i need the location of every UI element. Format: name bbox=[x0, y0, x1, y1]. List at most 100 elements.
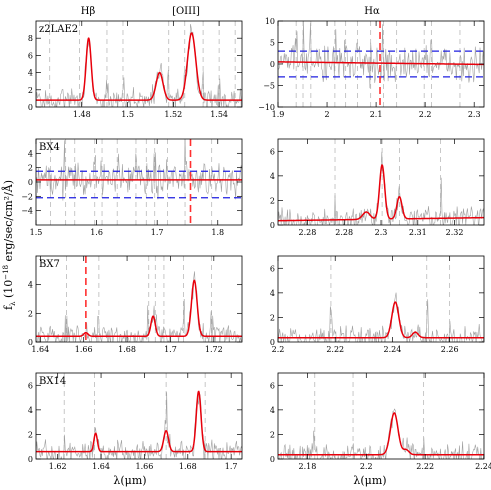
y-tick-label: 10 bbox=[265, 17, 275, 26]
x-tick-label: 1.48 bbox=[73, 110, 91, 119]
model-fit-curve bbox=[36, 32, 242, 101]
x-tick-label: 2.3 bbox=[375, 228, 388, 237]
x-tick-label: 2 bbox=[325, 110, 330, 119]
y-tick-label: 4 bbox=[270, 406, 275, 415]
y-tick-label: 6 bbox=[270, 147, 275, 156]
xlabel-right: λ(μm) bbox=[353, 474, 386, 487]
y-tick-label: 0 bbox=[270, 338, 275, 347]
observed-spectrum bbox=[278, 21, 484, 89]
x-tick-label: 2.24 bbox=[384, 345, 402, 354]
x-tick-label: 1.7 bbox=[164, 345, 177, 354]
x-tick-label: 2.18 bbox=[299, 462, 317, 471]
y-tick-label: 2 bbox=[270, 196, 275, 205]
x-tick-label: 1.72 bbox=[205, 345, 223, 354]
y-tick-label: 0 bbox=[270, 60, 275, 69]
panel-row2-left: 1.5 1.6 1.7 1.8 −4 −2 0 2 4 BX4 bbox=[21, 138, 243, 237]
panel-frame bbox=[277, 138, 485, 226]
xlabel-left: λ(μm) bbox=[113, 474, 146, 487]
panel-frame bbox=[35, 372, 243, 460]
object-name-label: BX14 bbox=[39, 376, 66, 387]
x-tick-label: 2.24 bbox=[475, 462, 491, 471]
x-tick-label: 2.28 bbox=[335, 228, 353, 237]
x-tick-label: 1.9 bbox=[272, 110, 285, 119]
x-tick-label: 1.6 bbox=[90, 228, 103, 237]
plot-area bbox=[36, 373, 242, 459]
y-tick-label: 5 bbox=[270, 39, 275, 48]
y-tick-label: 6 bbox=[270, 264, 275, 273]
top-labels: Hβ [OIII] Hα bbox=[81, 6, 380, 17]
y-axis-label: fλ (10−18 erg/sec/cm²/Å) bbox=[1, 180, 17, 310]
x-tick-label: 1.64 bbox=[92, 462, 110, 471]
panel-row1-left: 1.48 1.5 1.52 1.54 0 2 4 6 8 z2LAE2 bbox=[28, 20, 243, 119]
y-tick-label: 4 bbox=[270, 289, 275, 298]
x-tick-label: 2.32 bbox=[446, 228, 464, 237]
panel-row4-right: 2.18 2.2 2.22 2.24 0 2 4 6 bbox=[270, 372, 491, 471]
panel-frame bbox=[277, 372, 485, 460]
hbeta-label: Hβ bbox=[81, 6, 96, 17]
y-tick-label: 4 bbox=[270, 172, 275, 181]
x-tick-label: 2.2 bbox=[419, 110, 432, 119]
x-tick-label: 2.26 bbox=[441, 345, 459, 354]
x-tick-label: 1.8 bbox=[211, 228, 224, 237]
x-tick-label: 2.31 bbox=[409, 228, 427, 237]
x-tick-label: 1.54 bbox=[210, 110, 228, 119]
y-tick-label: 4 bbox=[28, 69, 33, 78]
halpha-label: Hα bbox=[364, 6, 380, 17]
x-tick-label: 1.7 bbox=[225, 462, 238, 471]
panel-row3-right: 2.2 2.22 2.24 2.26 0 2 4 6 bbox=[270, 255, 485, 354]
y-tick-label: 0 bbox=[270, 221, 275, 230]
y-tick-label: 0 bbox=[28, 103, 33, 112]
object-name-label: BX4 bbox=[39, 142, 60, 153]
y-tick-label: 2 bbox=[28, 86, 33, 95]
ylabel-sup: −18 bbox=[2, 265, 10, 280]
observed-spectrum bbox=[278, 292, 484, 342]
y-tick-label: 2 bbox=[28, 309, 33, 318]
panel-frame bbox=[35, 255, 243, 343]
y-tick-label: 2 bbox=[28, 164, 33, 173]
x-tick-label: 2.1 bbox=[370, 110, 383, 119]
y-tick-label: 0 bbox=[28, 455, 33, 464]
x-tick-label: 1.64 bbox=[31, 345, 49, 354]
y-tick-label: 0 bbox=[270, 455, 275, 464]
panel-row4-left: 1.62 1.64 1.66 1.68 1.7 0 2 4 6 BX14 bbox=[28, 372, 243, 471]
y-tick-label: −5 bbox=[263, 82, 275, 91]
x-tick-label: 1.52 bbox=[164, 110, 182, 119]
object-name-label: BX7 bbox=[39, 259, 60, 270]
panel-frame bbox=[277, 255, 485, 343]
y-tick-label: 2 bbox=[270, 430, 275, 439]
plot-area bbox=[36, 21, 242, 107]
y-tick-label: 4 bbox=[28, 281, 33, 290]
x-tick-label: 2.2 bbox=[360, 462, 373, 471]
y-tick-label: 2 bbox=[270, 313, 275, 322]
observed-spectrum bbox=[36, 271, 242, 342]
observed-spectrum bbox=[36, 392, 242, 459]
panel-frame bbox=[35, 138, 243, 226]
x-tick-label: 2.22 bbox=[416, 462, 434, 471]
x-tick-label: 2.2 bbox=[272, 345, 285, 354]
svg-text:fλ (10−18 erg/sec/cm²/Å): fλ (10−18 erg/sec/cm²/Å) bbox=[1, 180, 17, 310]
x-tick-label: 2.3 bbox=[468, 110, 481, 119]
model-fit-curve bbox=[278, 412, 484, 456]
x-tick-label: 1.5 bbox=[121, 110, 134, 119]
y-tick-label: 4 bbox=[28, 149, 33, 158]
ylabel-f: f bbox=[2, 305, 15, 310]
model-fit-curve bbox=[278, 164, 484, 222]
panel-row1-right: 1.9 2 2.1 2.2 2.3 −10 −5 0 5 10 bbox=[258, 17, 485, 119]
y-tick-label: −4 bbox=[21, 207, 33, 216]
observed-spectrum bbox=[278, 408, 484, 459]
panel-row2-right: 2.28 2.28 2.3 2.31 2.32 0 2 4 6 bbox=[270, 138, 485, 237]
plot-area bbox=[36, 139, 242, 225]
ylabel-rest2: erg/sec/cm²/Å) bbox=[1, 180, 15, 265]
ylabel-rest1: (10 bbox=[2, 280, 15, 302]
panel-frame bbox=[35, 20, 243, 108]
x-tick-label: 1.62 bbox=[49, 462, 67, 471]
x-tick-label: 2.22 bbox=[326, 345, 344, 354]
plot-area bbox=[278, 21, 484, 107]
x-tick-label: 1.5 bbox=[30, 228, 43, 237]
y-tick-label: 0 bbox=[28, 338, 33, 347]
y-tick-label: 8 bbox=[28, 34, 33, 43]
ylabel-sub: λ bbox=[9, 301, 17, 306]
x-tick-label: 2.28 bbox=[299, 228, 317, 237]
y-tick-label: 6 bbox=[270, 381, 275, 390]
